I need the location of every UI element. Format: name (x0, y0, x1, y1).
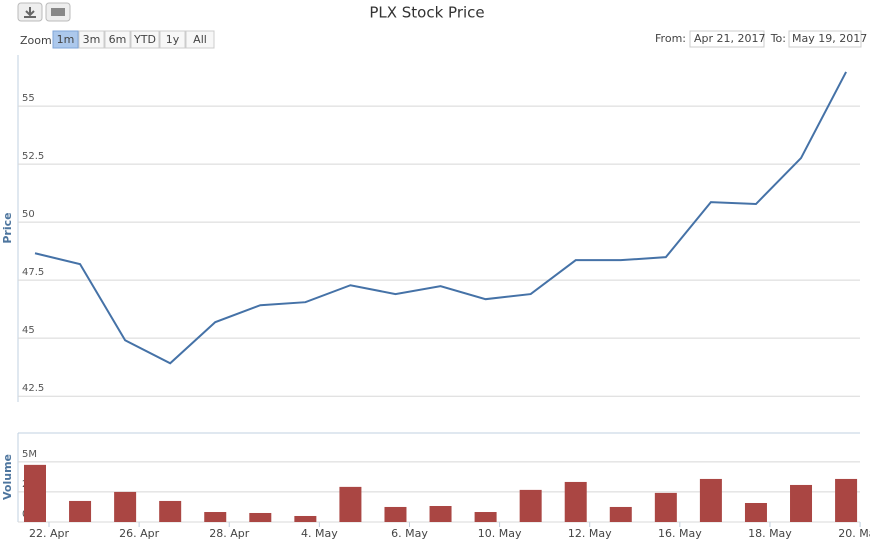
button-label: 1m (57, 33, 75, 46)
volume-bar (204, 512, 227, 522)
to-value: May 19, 2017 (792, 32, 867, 45)
volume-bar (159, 500, 182, 522)
volume-bar (429, 506, 452, 522)
x-tick-label: 10. May (478, 527, 522, 540)
download-icon (24, 7, 36, 18)
volume-bar (609, 506, 632, 522)
from-value: Apr 21, 2017 (694, 32, 766, 45)
volume-bar (69, 500, 92, 522)
volume-bar (384, 506, 407, 522)
print-icon (51, 8, 65, 16)
volume-bar (114, 491, 137, 522)
volume-bar (699, 478, 722, 522)
volume-bar (744, 502, 767, 522)
button-box (52, 30, 79, 49)
volume-bar (24, 464, 46, 522)
y-tick-label: 52.5 (22, 151, 44, 162)
range-button[interactable]: YTD (130, 30, 160, 49)
volume-bar (474, 512, 497, 522)
range-button[interactable]: 1y (159, 30, 186, 49)
y-tick-label: 45 (22, 325, 35, 336)
volume-bar (564, 481, 587, 522)
volume-bar (294, 515, 317, 522)
range-button[interactable]: All (185, 30, 215, 49)
volume-bar (249, 512, 272, 522)
range-button[interactable]: 6m (104, 30, 131, 49)
x-tick-label: 4. May (301, 527, 338, 540)
price-line (34, 71, 847, 365)
range-button[interactable]: 3m (78, 30, 105, 49)
to-input[interactable] (788, 30, 862, 48)
button-label: 3m (83, 33, 101, 46)
button-box (104, 30, 131, 49)
y-tick-label: 55 (22, 93, 35, 104)
price-axis-title: Price (1, 212, 14, 243)
button-label: 6m (109, 33, 127, 46)
x-tick-label: 20. May (838, 527, 870, 540)
button-label: 1y (166, 33, 180, 46)
range-button[interactable]: 1m (52, 30, 79, 49)
range-buttons: 1m 3m 6m YTD 1y All (52, 30, 215, 49)
to-label: To: (770, 32, 786, 45)
x-tick-label: 18. May (748, 527, 792, 540)
volume-bar (835, 478, 858, 522)
y-tick-label: 47.5 (22, 267, 44, 278)
from-input[interactable] (689, 30, 765, 48)
volume-bar (339, 486, 362, 522)
button-label: All (193, 33, 207, 46)
volume-bar (519, 489, 542, 522)
x-tick-label: 6. May (391, 527, 428, 540)
volume-bar (790, 484, 813, 522)
chart-title: PLX Stock Price (369, 4, 484, 22)
export-icons (17, 2, 71, 22)
x-tick-label: 12. May (568, 527, 612, 540)
y-tick-label: 42.5 (22, 383, 44, 394)
button-box (185, 30, 215, 49)
y-tick-label: 50 (22, 209, 35, 220)
zoom-label: Zoom (20, 34, 52, 47)
y-tick-label: 5M (22, 449, 37, 460)
from-label: From: (655, 32, 686, 45)
x-tick-label: 22. Apr (29, 527, 69, 540)
x-tick-label: 28. Apr (209, 527, 249, 540)
x-tick-label: 16. May (658, 527, 702, 540)
button-box (78, 30, 105, 49)
button-box (130, 30, 160, 49)
volume-axis-title: Volume (1, 454, 14, 500)
button-label: YTD (133, 33, 156, 46)
button-box (159, 30, 186, 49)
x-tick-label: 26. Apr (119, 527, 159, 540)
volume-bar (654, 492, 677, 522)
